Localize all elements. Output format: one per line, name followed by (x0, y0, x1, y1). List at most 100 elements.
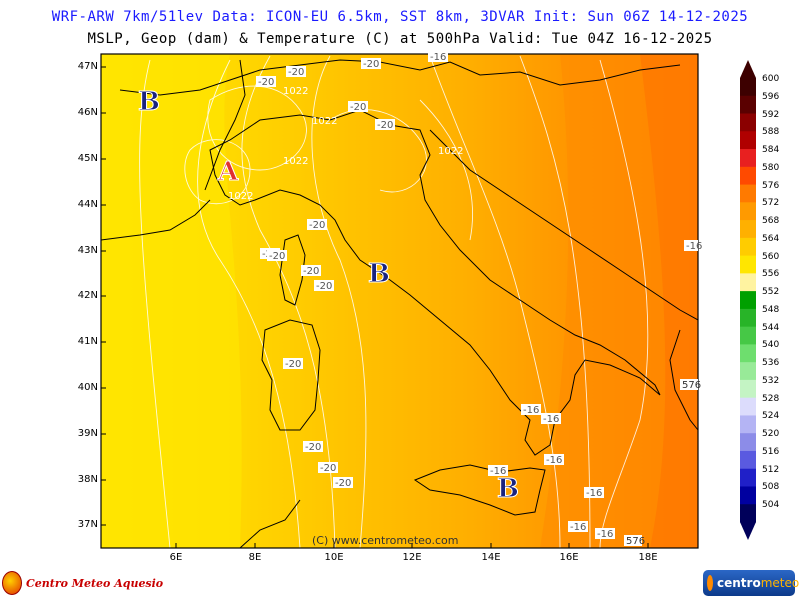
svg-text:-20: -20 (288, 67, 304, 78)
colorbar-swatch (740, 78, 756, 97)
pressure-centers: B A B B (138, 87, 520, 505)
colorbar-swatch (740, 220, 756, 239)
svg-text:-20: -20 (363, 59, 379, 70)
colorbar-swatch (740, 326, 756, 345)
temperature-label: -20 (348, 101, 368, 113)
colorbar-label: 572 (762, 198, 780, 209)
colorbar-swatch (740, 95, 756, 115)
svg-text:-20: -20 (377, 120, 393, 131)
temperature-labels: -20 -20 -20 -20 -20 -20 -20 -20 -20 -20 … (256, 51, 702, 540)
colorbar-label: 560 (762, 251, 780, 262)
centrometeo-logo[interactable]: centrometeo (703, 570, 799, 596)
colorbar-label: 556 (762, 269, 780, 280)
svg-text:576: 576 (626, 536, 645, 547)
svg-text:576: 576 (682, 380, 701, 391)
lat-label: 39N (77, 428, 98, 439)
temperature-label: -20 (286, 66, 306, 78)
colorbar-swatch (740, 397, 756, 416)
svg-text:-20: -20 (285, 359, 301, 370)
colorbar-label: 584 (762, 145, 780, 156)
colorbar (740, 60, 756, 540)
colorbar-label: 568 (762, 216, 780, 227)
colorbar-label: 536 (762, 358, 780, 369)
lat-label: 44N (77, 199, 98, 210)
lon-label: 12E (402, 552, 422, 563)
lat-label: 38N (77, 474, 98, 485)
svg-text:-16: -16 (490, 466, 506, 477)
svg-text:-16: -16 (686, 241, 702, 252)
svg-text:-16: -16 (597, 529, 613, 540)
svg-text:-16: -16 (586, 488, 602, 499)
colorbar-swatch (740, 184, 756, 203)
geopotential-label: 576 (624, 535, 645, 547)
lon-label: 8E (248, 552, 262, 563)
colorbar-swatch (740, 255, 756, 274)
colorbar-label: 592 (762, 109, 780, 120)
svg-text:-20: -20 (303, 266, 319, 277)
low-pressure-center: B (138, 87, 160, 117)
svg-text:-16: -16 (543, 414, 559, 425)
temperature-label: -20 (307, 219, 327, 231)
temperature-label: -16 (568, 521, 588, 533)
svg-text:-16: -16 (570, 522, 586, 533)
map-frame (100, 53, 699, 549)
lat-label: 41N (77, 336, 98, 347)
temperature-label: -20 (283, 358, 303, 370)
colorbar-swatch (740, 468, 756, 487)
colorbar-swatch (740, 450, 756, 470)
colorbar-label: 600 (762, 74, 780, 84)
lat-label: 47N (77, 61, 98, 72)
lat-label: 42N (77, 290, 98, 301)
temperature-label: -20 (256, 76, 276, 88)
centro-meteo-aquesio-logo[interactable]: Centro Meteo Aquesio (2, 570, 163, 596)
temperature-label: -16 (541, 413, 561, 425)
colorbar-label: 596 (762, 91, 780, 102)
isobar-label: 1022 (438, 146, 463, 157)
svg-text:-20: -20 (335, 478, 351, 489)
colorbar-swatch (740, 291, 756, 310)
colorbar-top-arrow (740, 60, 756, 78)
svg-text:-16: -16 (546, 455, 562, 466)
colorbar-label: 516 (762, 446, 780, 457)
colorbar-label: 588 (762, 127, 780, 138)
lat-label: 40N (77, 382, 98, 393)
colorbar-label: 552 (762, 287, 780, 298)
geopotential-labels: 576 576 (624, 379, 701, 547)
lat-label: 45N (77, 153, 98, 164)
coastlines (101, 59, 698, 548)
logo-right-text: centrometeo (717, 576, 800, 590)
colorbar-swatch (740, 166, 756, 186)
lon-label: 14E (481, 552, 501, 563)
lat-label: 46N (77, 107, 98, 118)
colorbar-label: 504 (762, 500, 780, 511)
temperature-label: -16 (428, 51, 448, 63)
header-line-2: MSLP, Geop (dam) & Temperature (C) at 50… (87, 31, 713, 47)
svg-text:-20: -20 (258, 77, 274, 88)
colorbar-swatch (740, 344, 756, 363)
colorbar-bottom-arrow (740, 522, 756, 540)
colorbar-swatch (740, 237, 756, 257)
isobar-labels: 1022 1022 1022 1022 1022 (228, 86, 463, 202)
colorbar-label: 564 (762, 233, 780, 244)
isobar-label: 1022 (228, 191, 253, 202)
lon-label: 18E (638, 552, 658, 563)
temperature-label: -20 (267, 250, 287, 262)
logo-ring-icon (707, 575, 713, 591)
lat-label: 43N (77, 245, 98, 256)
isobar-label: 1022 (283, 156, 308, 167)
svg-text:-16: -16 (523, 405, 539, 416)
colorbar-swatch (740, 131, 756, 150)
temperature-label: -20 (375, 119, 395, 131)
temperature-field (101, 54, 698, 548)
colorbar-label: 520 (762, 429, 780, 440)
temperature-label: -20 (318, 462, 338, 474)
svg-text:-20: -20 (305, 442, 321, 453)
lat-label: 37N (77, 519, 98, 530)
colorbar-label: 524 (762, 411, 780, 422)
colorbar-swatch (740, 273, 756, 292)
temperature-label: -20 (301, 265, 321, 277)
colorbar-swatch (740, 433, 756, 452)
svg-text:-20: -20 (269, 251, 285, 262)
colorbar-swatch (740, 149, 756, 168)
header-line-1: WRF-ARW 7km/51lev Data: ICON-EU 6.5km, S… (51, 9, 749, 25)
